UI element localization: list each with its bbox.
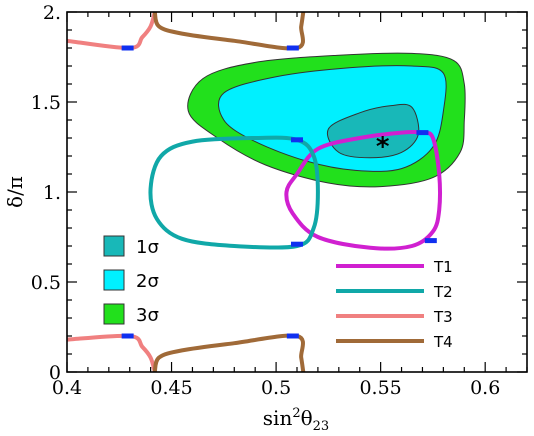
curve-T3-0 [67,12,157,51]
y-axis-title: δ/π [3,176,27,208]
legend-label-curve: T3 [433,308,453,326]
x-tick-label: 0.55 [359,377,401,399]
y-tick-label: 1.5 [31,92,61,114]
legend-label-region: 2σ [136,271,159,292]
y-tick-label: 0 [49,362,61,384]
legend-curves: T1 T2 T3 T4 [336,258,453,351]
legend-regions: 1σ 2σ 3σ [103,235,159,326]
legend-swatch-region [103,303,125,325]
legend-label-curve: T2 [433,283,453,301]
x-axis-title-theta: θ [301,406,313,430]
x-axis-title-sup: 2 [292,406,300,421]
trajectory-curves [67,12,442,372]
curve-T2-0 [148,135,320,250]
legend-label-curve: T1 [433,258,453,276]
legend-swatch-region [103,235,125,257]
curve-T4-0 [152,12,306,51]
legend-label-curve: T4 [433,333,453,351]
legend-label-region: 1σ [136,237,159,258]
legend-label-region: 3σ [136,305,159,326]
x-axis-title-sub: 23 [313,419,330,434]
y-tick-label: 2. [43,2,61,24]
legend-swatch-region [103,269,125,291]
axis-ticks [66,11,528,373]
x-axis-title: sin2θ23 [263,406,329,434]
curve-T1-0 [284,129,442,251]
curve-T3-1 [67,333,157,372]
x-tick-label: 0.45 [150,377,192,399]
confidence-regions [187,52,466,188]
tick-labels: 0.4 0.45 0.5 0.55 0.6 0 0.5 1. 1.5 2. [31,2,501,399]
x-tick-label: 0.4 [52,377,82,399]
x-tick-label: 0.6 [470,377,500,399]
y-tick-label: 1. [43,182,61,204]
best-fit-marker: * [376,132,390,162]
x-tick-label: 0.5 [261,377,291,399]
x-axis-title-base: sin [263,406,293,430]
y-tick-label: 0.5 [31,272,61,294]
curve-T4-1 [152,333,306,372]
